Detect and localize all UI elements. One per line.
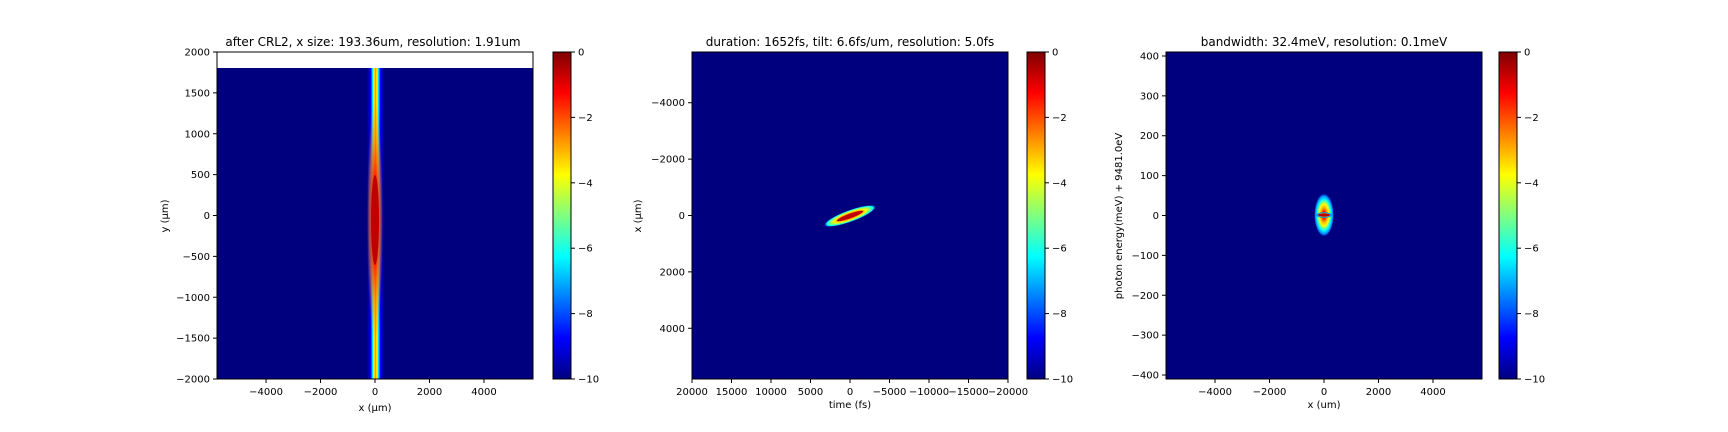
y-tick-label: 2000 xyxy=(185,48,210,59)
colorbar-tick-label: 0 xyxy=(1052,48,1058,59)
panel-3-xlabel: x (um) xyxy=(1308,400,1341,411)
x-tick-label: 0 xyxy=(1321,387,1327,398)
panel-2-xlabel: time (fs) xyxy=(829,400,871,411)
colorbar-tick-label: −8 xyxy=(1052,309,1067,320)
x-tick-label: −10000 xyxy=(909,387,949,398)
colorbar-tick-label: −6 xyxy=(1524,244,1539,255)
colorbar-tick-label: −2 xyxy=(1052,113,1067,124)
x-tick-label: 10000 xyxy=(755,387,787,398)
panel-1-y-axis: −2000 −1500 −1000 −500 0 500 1000 1500 2000 xyxy=(176,48,217,386)
y-tick-label: 2000 xyxy=(660,267,685,278)
y-tick-label: −2000 xyxy=(176,375,210,386)
y-tick-label: −300 xyxy=(1132,331,1159,342)
colorbar-tick-label: −6 xyxy=(578,244,593,255)
colorbar-tick-label: −4 xyxy=(1524,178,1539,189)
panel-3-colorbar xyxy=(1498,51,1518,380)
panel-2-pulse xyxy=(823,204,877,228)
x-tick-label: −2000 xyxy=(1253,387,1287,398)
panel-2-title: duration: 1652fs, tilt: 6.6fs/um, resolu… xyxy=(706,35,994,49)
y-tick-label: −100 xyxy=(1132,251,1159,262)
colorbar-tick-label: −10 xyxy=(1052,375,1073,386)
y-tick-label: 200 xyxy=(1140,131,1159,142)
y-tick-label: 400 xyxy=(1140,51,1159,62)
x-tick-label: 20000 xyxy=(676,387,708,398)
panel-3-ylabel: photon energy(meV) + 9481.0eV xyxy=(1114,133,1125,300)
panel-1-title: after CRL2, x size: 193.36um, resolution… xyxy=(225,35,520,49)
colorbar-tick-label: −10 xyxy=(578,375,599,386)
colorbar-tick-label: −4 xyxy=(578,178,593,189)
y-tick-label: −400 xyxy=(1132,371,1159,382)
x-tick-label: 2000 xyxy=(417,387,442,398)
x-tick-label: 2000 xyxy=(1366,387,1391,398)
x-tick-label: −20000 xyxy=(988,387,1028,398)
panel-2-x-axis: 20000 15000 10000 5000 0 −5000 −10000 −15000 −20… xyxy=(676,379,1028,398)
panel-1-x-axis: −4000 −2000 0 2000 4000 xyxy=(249,379,497,398)
panel-2-colorbar xyxy=(1026,51,1046,380)
x-tick-label: −4000 xyxy=(1198,387,1232,398)
x-tick-label: 0 xyxy=(372,387,378,398)
panel-2-y-axis: −4000 −2000 0 2000 4000 xyxy=(651,98,692,335)
x-tick-label: 0 xyxy=(847,387,853,398)
panel-3-spot-core xyxy=(1318,213,1330,217)
colorbar-tick-label: −8 xyxy=(1524,309,1539,320)
y-tick-label: 0 xyxy=(679,211,685,222)
panel-2-ylabel: x (μm) xyxy=(633,199,644,232)
colorbar-tick-label: 0 xyxy=(578,48,584,59)
y-tick-label: −4000 xyxy=(651,98,685,109)
panel-1-xlabel: x (μm) xyxy=(358,403,391,414)
panel-1-colorbar-ticks: 0 −2 −4 −6 −8 −10 xyxy=(571,48,599,386)
y-tick-label: 1000 xyxy=(185,129,210,140)
colorbar-tick-label: −2 xyxy=(1524,113,1539,124)
x-tick-label: 15000 xyxy=(716,387,748,398)
panel-2: duration: 1652fs, tilt: 6.6fs/um, resolu… xyxy=(633,35,1073,411)
panel-3: bandwidth: 32.4meV, resolution: 0.1meV −… xyxy=(1114,35,1545,411)
y-tick-label: 300 xyxy=(1140,91,1159,102)
y-tick-label: −1500 xyxy=(176,334,210,345)
colorbar-tick-label: −2 xyxy=(578,113,593,124)
colorbar-tick-label: −4 xyxy=(1052,178,1067,189)
y-tick-label: −1000 xyxy=(176,293,210,304)
colorbar-tick-label: −8 xyxy=(578,309,593,320)
x-tick-label: −4000 xyxy=(249,387,283,398)
y-tick-label: 0 xyxy=(1153,211,1159,222)
colorbar-tick-label: −10 xyxy=(1524,375,1545,386)
x-tick-label: 4000 xyxy=(1420,387,1445,398)
colorbar-tick-label: −6 xyxy=(1052,244,1067,255)
y-tick-label: −200 xyxy=(1132,291,1159,302)
x-tick-label: 4000 xyxy=(471,387,496,398)
x-tick-label: 5000 xyxy=(798,387,823,398)
y-tick-label: 0 xyxy=(204,211,210,222)
x-tick-label: −15000 xyxy=(948,387,988,398)
panel-1-beam-peak xyxy=(371,175,379,265)
panel-1-ylabel: y (μm) xyxy=(160,199,171,232)
y-tick-label: 1500 xyxy=(185,88,210,99)
x-tick-label: −2000 xyxy=(304,387,338,398)
panel-3-y-axis: −400 −300 −200 −100 0 100 200 300 400 xyxy=(1132,51,1166,382)
y-tick-label: 4000 xyxy=(660,324,685,335)
colorbar-tick-label: 0 xyxy=(1524,48,1530,59)
panel-1-colorbar xyxy=(552,51,572,380)
panel-3-colorbar-ticks: 0 −2 −4 −6 −8 −10 xyxy=(1517,48,1545,386)
y-tick-label: −2000 xyxy=(651,155,685,166)
y-tick-label: −500 xyxy=(183,252,210,263)
panel-3-title: bandwidth: 32.4meV, resolution: 0.1meV xyxy=(1201,35,1448,49)
panel-3-x-axis: −4000 −2000 0 2000 4000 xyxy=(1198,379,1446,398)
panel-2-colorbar-ticks: 0 −2 −4 −6 −8 −10 xyxy=(1045,48,1073,386)
panel-2-pulse-core xyxy=(836,210,864,222)
panel-1: after CRL2, x size: 193.36um, resolution… xyxy=(160,35,599,414)
y-tick-label: 100 xyxy=(1140,171,1159,182)
x-tick-label: −5000 xyxy=(873,387,907,398)
y-tick-label: 500 xyxy=(191,170,210,181)
